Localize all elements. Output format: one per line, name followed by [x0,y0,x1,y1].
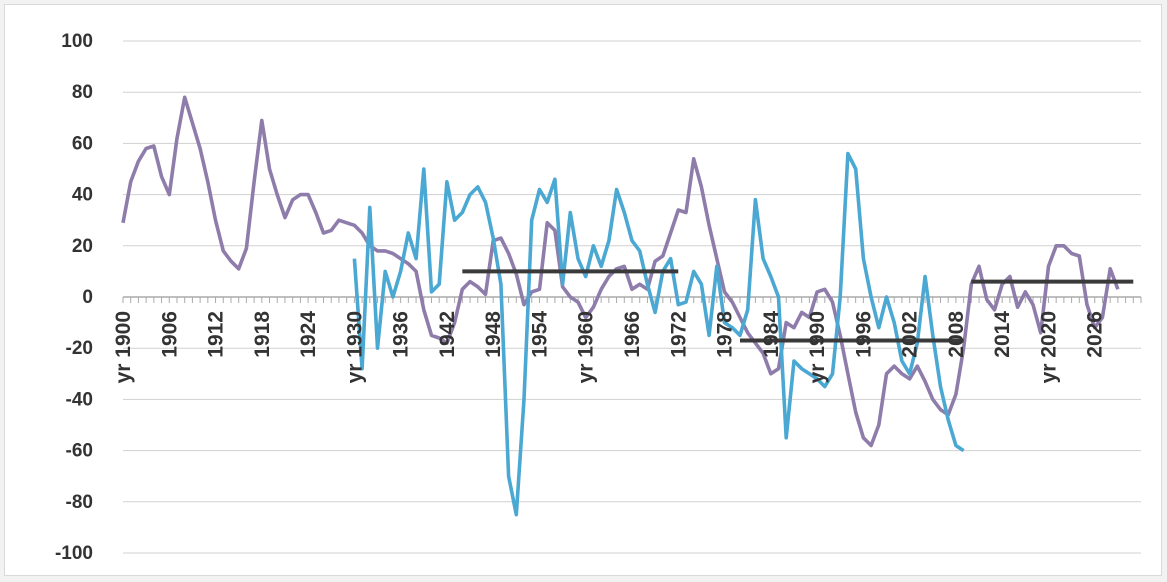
x-tick-label: 2002 [899,311,922,358]
x-tick-label: yr 1930 [343,311,366,383]
x-tick-label: 1996 [852,311,875,358]
x-tick-label: 1972 [667,311,690,358]
y-tick-label: -80 [66,492,93,513]
x-tick-label: 1966 [621,311,644,358]
y-tick-label: 60 [72,133,93,154]
line-chart: 100 80 60 40 20 0 -20 -40 -60 -80 -100 yr 1900 1906… [55,31,1142,564]
y-tick-label: 0 [82,287,93,308]
x-tick-label: 1912 [205,311,228,358]
x-tick-label: yr 2020 [1037,311,1060,383]
y-tick-label: -40 [66,389,93,410]
y-tick-label: -100 [55,543,93,564]
mean-lines [462,269,1134,343]
series-line-1 [121,95,1120,448]
x-tick-label: 1936 [390,311,413,358]
x-tick-label: 1954 [528,311,551,358]
x-tick-label: 1942 [436,311,459,358]
y-tick-label: 80 [72,82,93,103]
x-tick-label: 1918 [251,311,274,358]
y-tick-label: 100 [61,31,93,52]
x-tick-label: yr 1900 [112,311,135,383]
x-tick-label: 1984 [760,311,783,358]
x-tick-label: 1906 [158,311,181,358]
x-tick-label: yr 1990 [806,311,829,383]
x-tick-label: 2026 [1084,311,1107,358]
x-tick-label: 1978 [714,311,737,358]
y-tick-label: -20 [66,338,93,359]
x-tick-label: yr 1960 [575,311,598,383]
chart-frame: 100 80 60 40 20 0 -20 -40 -60 -80 -100 yr 1900 1906… [4,4,1162,576]
x-tick-label: 2008 [945,311,968,358]
y-tick-label: 40 [72,185,93,206]
y-tick-label: 20 [72,236,93,257]
series-lines [121,95,1120,517]
y-axis-tick-labels: 100 80 60 40 20 0 -20 -40 -60 -80 -100 [55,31,93,564]
x-tick-label: 1948 [482,311,505,358]
x-tick-label: 1924 [297,311,320,358]
x-tick-label: 2014 [991,311,1014,358]
series-line-2 [352,151,965,517]
x-axis-tick-labels: yr 1900 1906 1912 1918 1924 yr 1930 1936 1942 19… [112,311,1107,384]
y-tick-label: -60 [66,441,93,462]
